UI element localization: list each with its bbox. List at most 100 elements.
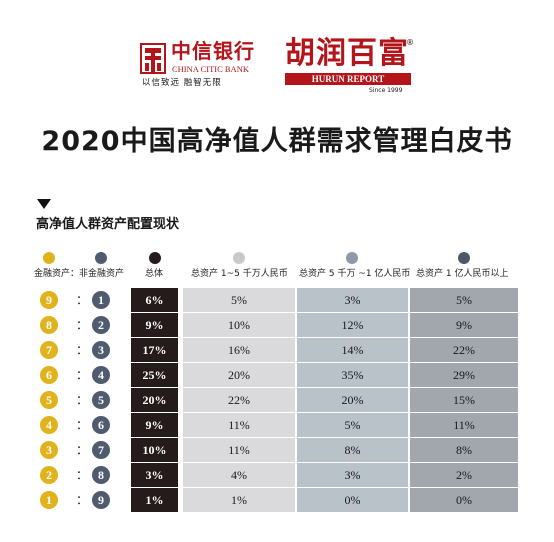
table-row: 7 ： 3 17% 16% 14% 22% — [0, 338, 554, 362]
total-cell: 6% — [131, 288, 178, 312]
total-cell: 17% — [131, 338, 178, 362]
financial-legend-dot — [43, 252, 55, 264]
nonfinancial-ratio-badge: 4 — [92, 366, 110, 384]
nonfinancial-ratio-badge: 8 — [92, 466, 110, 484]
ratio-colon: ： — [76, 493, 89, 507]
tier1-legend-dot — [233, 252, 245, 264]
tier1-cell: 10% — [183, 313, 295, 337]
tier1-cell: 1% — [183, 488, 295, 512]
tier3-legend-dot — [458, 252, 470, 264]
tier3-cell: 11% — [410, 413, 518, 437]
financial-header: 金融资产 — [34, 269, 71, 279]
tier2-cell: 14% — [297, 338, 408, 362]
total-cell: 9% — [131, 413, 178, 437]
tier3-cell: 15% — [410, 388, 518, 412]
tier3-cell: 29% — [410, 363, 518, 387]
financial-ratio-badge: 5 — [40, 391, 58, 409]
tier1-cell: 11% — [183, 413, 295, 437]
ratio-colon: ： — [76, 293, 89, 307]
nonfinancial-legend-dot — [95, 252, 107, 264]
ratio-separator: ： — [70, 269, 80, 279]
ratio-colon: ： — [76, 343, 89, 357]
total-legend-dot — [149, 252, 161, 264]
financial-ratio-badge: 7 — [40, 341, 58, 359]
table-row: 3 ： 7 10% 11% 8% 8% — [0, 438, 554, 462]
nonfinancial-ratio-badge: 5 — [92, 391, 110, 409]
table-row: 1 ： 9 1% 1% 0% 0% — [0, 488, 554, 512]
nonfinancial-ratio-badge: 9 — [92, 491, 110, 509]
hurun-report-logo: 胡润百富 ® HURUN REPORT Since 1999 — [285, 36, 415, 96]
tier2-legend-dot — [346, 252, 358, 264]
col-header-tier3: 总资产 1 亿人民币以上 — [416, 269, 509, 279]
tier1-cell: 22% — [183, 388, 295, 412]
tier3-cell: 0% — [410, 488, 518, 512]
financial-ratio-badge: 9 — [40, 291, 58, 309]
nonfinancial-ratio-badge: 3 — [92, 341, 110, 359]
tier1-cell: 11% — [183, 438, 295, 462]
total-cell: 3% — [131, 463, 178, 487]
tier3-cell: 9% — [410, 313, 518, 337]
nonfinancial-ratio-badge: 6 — [92, 416, 110, 434]
section-triangle-icon — [37, 199, 51, 209]
table-row: 9 ： 1 6% 5% 3% 5% — [0, 288, 554, 312]
section-subtitle: 高净值人群资产配置现状 — [36, 217, 180, 232]
nonfinancial-ratio-badge: 2 — [92, 316, 110, 334]
financial-ratio-badge: 6 — [40, 366, 58, 384]
nonfinancial-ratio-badge: 7 — [92, 441, 110, 459]
nonfinancial-ratio-badge: 1 — [92, 291, 110, 309]
tier2-cell: 5% — [297, 413, 408, 437]
ratio-colon: ： — [76, 468, 89, 482]
tier2-cell: 3% — [297, 288, 408, 312]
financial-ratio-badge: 2 — [40, 466, 58, 484]
total-cell: 10% — [131, 438, 178, 462]
citic-logo-english: CHINA CITIC BANK — [172, 64, 249, 74]
financial-ratio-badge: 3 — [40, 441, 58, 459]
total-cell: 20% — [131, 388, 178, 412]
financial-ratio-badge: 8 — [40, 316, 58, 334]
col-header-total: 总体 — [145, 269, 164, 279]
tier1-cell: 16% — [183, 338, 295, 362]
total-cell: 1% — [131, 488, 178, 512]
table-row: 2 ： 8 3% 4% 3% 2% — [0, 463, 554, 487]
citic-logo-chinese: 中信银行 — [171, 39, 255, 63]
citic-bank-logo: 中信银行 CHINA CITIC BANK 以信致远 融智无限 — [140, 40, 270, 90]
ratio-header-label: 金融资产：非金融资产 — [34, 268, 124, 280]
tier2-cell: 8% — [297, 438, 408, 462]
citic-slogan: 以信致远 融智无限 — [142, 78, 222, 88]
tier2-cell: 3% — [297, 463, 408, 487]
hurun-logo-chinese: 胡润百富 — [285, 36, 409, 71]
page-title: 2020中国高净值人群需求管理白皮书 — [41, 126, 513, 157]
citic-emblem-icon — [140, 43, 166, 74]
tier3-cell: 8% — [410, 438, 518, 462]
tier3-cell: 2% — [410, 463, 518, 487]
ratio-colon: ： — [76, 368, 89, 382]
tier2-cell: 12% — [297, 313, 408, 337]
table-row: 8 ： 2 9% 10% 12% 9% — [0, 313, 554, 337]
financial-ratio-badge: 1 — [40, 491, 58, 509]
total-cell: 9% — [131, 313, 178, 337]
col-header-tier1: 总资产 1~5 千万人民币 — [191, 269, 288, 279]
tier1-cell: 5% — [183, 288, 295, 312]
hurun-logo-english: HURUN REPORT — [285, 73, 411, 85]
tier1-cell: 20% — [183, 363, 295, 387]
logo-bar: 中信银行 CHINA CITIC BANK 以信致远 融智无限 胡润百富 ® H… — [0, 36, 554, 96]
tier2-cell: 0% — [297, 488, 408, 512]
ratio-colon: ： — [76, 418, 89, 432]
tier2-cell: 35% — [297, 363, 408, 387]
financial-ratio-badge: 4 — [40, 416, 58, 434]
ratio-colon: ： — [76, 318, 89, 332]
table-row: 5 ： 5 20% 22% 20% 15% — [0, 388, 554, 412]
ratio-colon: ： — [76, 393, 89, 407]
col-header-tier2: 总资产 5 千万 ~1 亿人民币 — [299, 269, 411, 279]
tier3-cell: 5% — [410, 288, 518, 312]
tier2-cell: 20% — [297, 388, 408, 412]
ratio-colon: ： — [76, 443, 89, 457]
tier3-cell: 22% — [410, 338, 518, 362]
hurun-since: Since 1999 — [369, 87, 403, 94]
table-row: 6 ： 4 25% 20% 35% 29% — [0, 363, 554, 387]
nonfinancial-header: 非金融资产 — [79, 269, 125, 279]
table-row: 4 ： 6 9% 11% 5% 11% — [0, 413, 554, 437]
total-cell: 25% — [131, 363, 178, 387]
registered-mark: ® — [406, 38, 414, 47]
tier1-cell: 4% — [183, 463, 295, 487]
